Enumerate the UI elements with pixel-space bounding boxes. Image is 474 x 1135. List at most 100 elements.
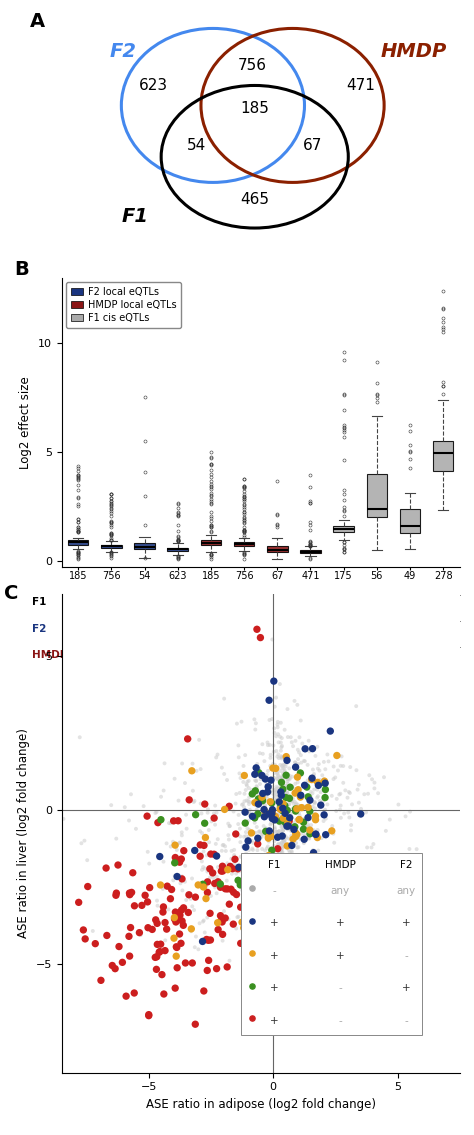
Point xyxy=(268,792,275,810)
Point xyxy=(339,757,347,775)
Point xyxy=(258,840,266,858)
Point xyxy=(292,796,300,814)
Text: +: + xyxy=(173,623,182,633)
Point xyxy=(178,850,185,868)
Point xyxy=(274,868,282,886)
Point xyxy=(295,804,303,822)
Text: HMDP: HMDP xyxy=(32,649,67,659)
Point xyxy=(292,783,300,801)
Point xyxy=(102,859,110,877)
Point xyxy=(210,846,218,864)
Point xyxy=(238,881,246,899)
Point xyxy=(241,784,248,802)
Point xyxy=(304,756,311,774)
Point xyxy=(280,832,287,850)
Point xyxy=(301,797,309,815)
Point xyxy=(305,829,312,847)
Point xyxy=(295,810,303,829)
Text: +: + xyxy=(339,597,348,607)
Point xyxy=(240,757,247,775)
Point xyxy=(167,838,174,856)
Point xyxy=(214,858,222,876)
Point xyxy=(277,783,284,801)
Point xyxy=(213,884,220,902)
Point xyxy=(267,858,275,876)
Point xyxy=(278,771,286,789)
Point xyxy=(282,789,290,807)
Point xyxy=(271,819,279,838)
Point xyxy=(254,805,262,823)
Point xyxy=(217,875,224,893)
Point xyxy=(283,754,291,772)
Point xyxy=(285,841,292,859)
Text: HMDP: HMDP xyxy=(325,860,356,871)
Point xyxy=(280,832,287,850)
Point xyxy=(268,850,276,868)
Point xyxy=(272,807,279,825)
Point xyxy=(280,810,287,829)
Point xyxy=(274,787,282,805)
Point xyxy=(254,915,262,933)
Point xyxy=(293,829,301,847)
Point xyxy=(228,865,236,883)
Point xyxy=(337,797,345,815)
Point xyxy=(263,980,271,998)
Point xyxy=(364,839,371,857)
Point xyxy=(297,825,305,843)
Point xyxy=(250,806,258,824)
Point xyxy=(328,903,336,922)
Point xyxy=(274,718,282,737)
Text: F1: F1 xyxy=(268,860,281,871)
Point xyxy=(304,817,312,835)
Text: +: + xyxy=(140,597,149,607)
Point xyxy=(237,848,245,866)
Point xyxy=(283,750,291,768)
Point xyxy=(214,914,221,932)
Point xyxy=(314,738,321,756)
Point xyxy=(202,890,210,908)
Point xyxy=(234,872,242,890)
Point xyxy=(272,793,279,812)
Point xyxy=(284,788,292,806)
Point xyxy=(274,806,282,824)
Point xyxy=(321,781,329,799)
Point xyxy=(279,793,286,812)
Point xyxy=(273,791,280,809)
Point xyxy=(272,841,279,859)
Point xyxy=(312,807,319,825)
Text: +: + xyxy=(239,623,249,633)
Point xyxy=(232,919,240,938)
Point xyxy=(173,909,181,927)
Point xyxy=(178,826,186,844)
Point xyxy=(160,985,168,1003)
Point xyxy=(269,873,276,891)
Point xyxy=(312,810,319,829)
Point xyxy=(284,814,292,832)
Point xyxy=(271,759,279,777)
Point xyxy=(321,774,329,792)
Point xyxy=(374,784,382,802)
Point xyxy=(204,931,212,949)
Point xyxy=(260,807,267,825)
Point xyxy=(258,827,265,846)
Point xyxy=(288,809,295,827)
Point xyxy=(276,842,284,860)
Point xyxy=(274,767,282,785)
Point xyxy=(190,793,198,812)
Point xyxy=(260,890,267,908)
Point xyxy=(280,832,288,850)
Point xyxy=(191,792,198,810)
Point xyxy=(278,834,286,852)
Point xyxy=(157,810,164,829)
Point xyxy=(163,834,170,852)
Point xyxy=(279,838,287,856)
Point xyxy=(167,890,174,908)
Point xyxy=(311,805,319,823)
Point xyxy=(242,827,250,846)
Point xyxy=(328,822,336,840)
Point xyxy=(300,821,307,839)
Point xyxy=(262,825,270,843)
Point xyxy=(294,773,301,791)
Point xyxy=(266,815,274,833)
Point xyxy=(237,876,244,894)
